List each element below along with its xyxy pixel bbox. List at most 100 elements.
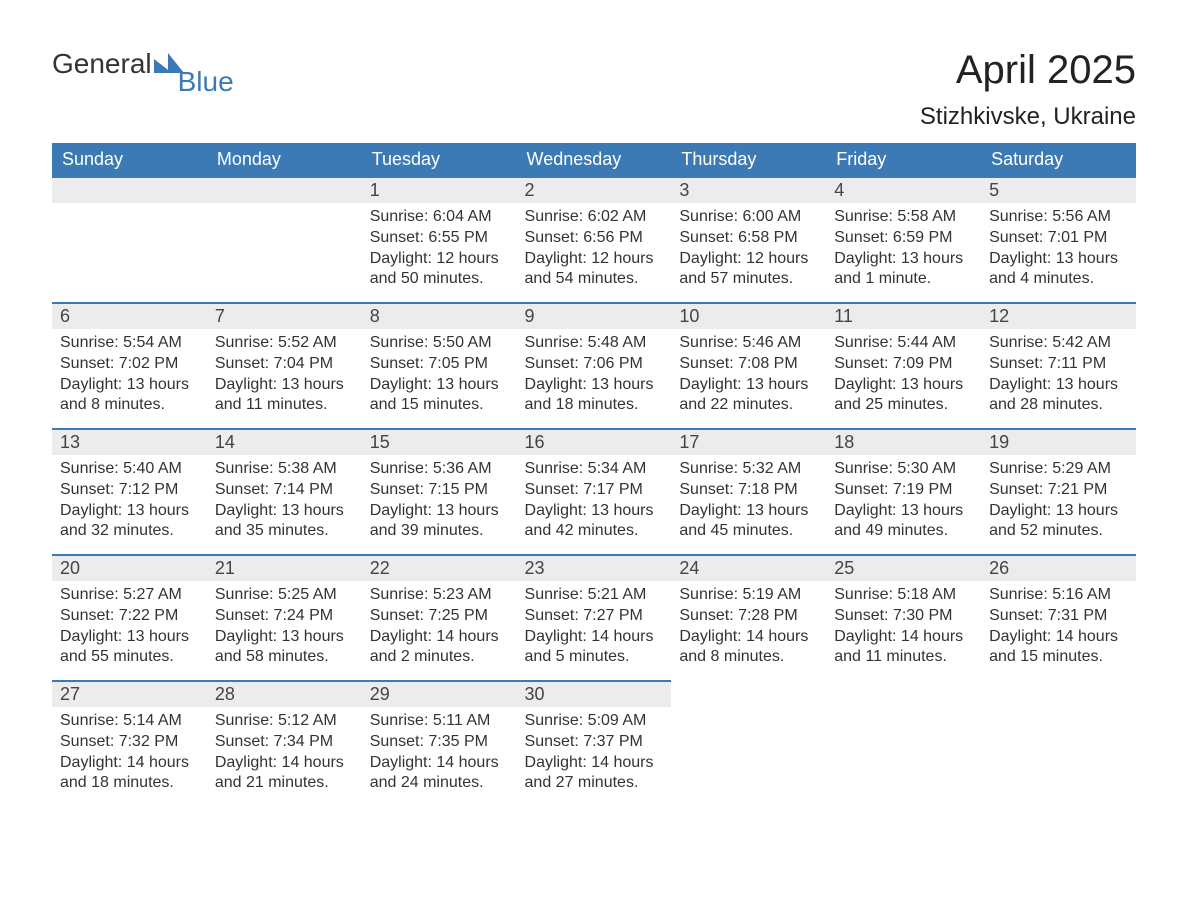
day-number-band-empty bbox=[207, 176, 362, 203]
sunrise-text: Sunrise: 5:52 AM bbox=[215, 333, 354, 354]
calendar-cell: 18Sunrise: 5:30 AMSunset: 7:19 PMDayligh… bbox=[826, 428, 981, 554]
day-details: Sunrise: 5:58 AMSunset: 6:59 PMDaylight:… bbox=[826, 203, 981, 298]
daylight-text: Daylight: 13 hours and 58 minutes. bbox=[215, 627, 354, 669]
day-number: 13 bbox=[52, 428, 207, 455]
sunset-text: Sunset: 7:17 PM bbox=[525, 480, 664, 501]
calendar-cell: 19Sunrise: 5:29 AMSunset: 7:21 PMDayligh… bbox=[981, 428, 1136, 554]
calendar-cell bbox=[826, 680, 981, 806]
daylight-text: Daylight: 12 hours and 50 minutes. bbox=[370, 249, 509, 291]
day-details: Sunrise: 5:34 AMSunset: 7:17 PMDaylight:… bbox=[517, 455, 672, 550]
calendar-cell: 11Sunrise: 5:44 AMSunset: 7:09 PMDayligh… bbox=[826, 302, 981, 428]
sunrise-text: Sunrise: 5:50 AM bbox=[370, 333, 509, 354]
sunset-text: Sunset: 7:37 PM bbox=[525, 732, 664, 753]
sunset-text: Sunset: 7:05 PM bbox=[370, 354, 509, 375]
day-number: 3 bbox=[671, 176, 826, 203]
sunrise-text: Sunrise: 5:14 AM bbox=[60, 711, 199, 732]
sunset-text: Sunset: 6:55 PM bbox=[370, 228, 509, 249]
calendar-cell: 3Sunrise: 6:00 AMSunset: 6:58 PMDaylight… bbox=[671, 176, 826, 302]
day-details: Sunrise: 5:30 AMSunset: 7:19 PMDaylight:… bbox=[826, 455, 981, 550]
sunset-text: Sunset: 6:58 PM bbox=[679, 228, 818, 249]
sunset-text: Sunset: 7:04 PM bbox=[215, 354, 354, 375]
day-details: Sunrise: 5:09 AMSunset: 7:37 PMDaylight:… bbox=[517, 707, 672, 802]
calendar-table: Sunday Monday Tuesday Wednesday Thursday… bbox=[52, 143, 1136, 806]
daylight-text: Daylight: 13 hours and 11 minutes. bbox=[215, 375, 354, 417]
calendar-cell: 30Sunrise: 5:09 AMSunset: 7:37 PMDayligh… bbox=[517, 680, 672, 806]
day-number: 19 bbox=[981, 428, 1136, 455]
day-number: 30 bbox=[517, 680, 672, 707]
daylight-text: Daylight: 14 hours and 8 minutes. bbox=[679, 627, 818, 669]
month-title: April 2025 bbox=[920, 48, 1136, 93]
calendar-cell: 7Sunrise: 5:52 AMSunset: 7:04 PMDaylight… bbox=[207, 302, 362, 428]
daylight-text: Daylight: 13 hours and 25 minutes. bbox=[834, 375, 973, 417]
day-header: Friday bbox=[826, 143, 981, 176]
logo: General Blue bbox=[52, 48, 242, 80]
day-number: 5 bbox=[981, 176, 1136, 203]
logo-text-general: General bbox=[52, 48, 152, 80]
logo-text-blue: Blue bbox=[178, 66, 234, 98]
day-header: Sunday bbox=[52, 143, 207, 176]
sunrise-text: Sunrise: 5:58 AM bbox=[834, 207, 973, 228]
sunrise-text: Sunrise: 5:12 AM bbox=[215, 711, 354, 732]
day-details: Sunrise: 5:29 AMSunset: 7:21 PMDaylight:… bbox=[981, 455, 1136, 550]
calendar-cell: 26Sunrise: 5:16 AMSunset: 7:31 PMDayligh… bbox=[981, 554, 1136, 680]
calendar-cell: 16Sunrise: 5:34 AMSunset: 7:17 PMDayligh… bbox=[517, 428, 672, 554]
sunrise-text: Sunrise: 5:18 AM bbox=[834, 585, 973, 606]
calendar-cell: 29Sunrise: 5:11 AMSunset: 7:35 PMDayligh… bbox=[362, 680, 517, 806]
sunset-text: Sunset: 7:22 PM bbox=[60, 606, 199, 627]
sunset-text: Sunset: 6:56 PM bbox=[525, 228, 664, 249]
sunrise-text: Sunrise: 5:25 AM bbox=[215, 585, 354, 606]
day-details: Sunrise: 5:32 AMSunset: 7:18 PMDaylight:… bbox=[671, 455, 826, 550]
daylight-text: Daylight: 13 hours and 1 minute. bbox=[834, 249, 973, 291]
day-number: 10 bbox=[671, 302, 826, 329]
daylight-text: Daylight: 13 hours and 39 minutes. bbox=[370, 501, 509, 543]
daylight-text: Daylight: 14 hours and 5 minutes. bbox=[525, 627, 664, 669]
day-number: 14 bbox=[207, 428, 362, 455]
day-number: 11 bbox=[826, 302, 981, 329]
day-number: 4 bbox=[826, 176, 981, 203]
sunrise-text: Sunrise: 5:48 AM bbox=[525, 333, 664, 354]
calendar-cell bbox=[671, 680, 826, 806]
calendar-week-row: 13Sunrise: 5:40 AMSunset: 7:12 PMDayligh… bbox=[52, 428, 1136, 554]
sunset-text: Sunset: 7:19 PM bbox=[834, 480, 973, 501]
sunrise-text: Sunrise: 5:29 AM bbox=[989, 459, 1128, 480]
sunrise-text: Sunrise: 5:42 AM bbox=[989, 333, 1128, 354]
daylight-text: Daylight: 13 hours and 49 minutes. bbox=[834, 501, 973, 543]
daylight-text: Daylight: 14 hours and 18 minutes. bbox=[60, 753, 199, 795]
calendar-cell: 21Sunrise: 5:25 AMSunset: 7:24 PMDayligh… bbox=[207, 554, 362, 680]
sunset-text: Sunset: 7:34 PM bbox=[215, 732, 354, 753]
day-details: Sunrise: 5:36 AMSunset: 7:15 PMDaylight:… bbox=[362, 455, 517, 550]
calendar-cell: 15Sunrise: 5:36 AMSunset: 7:15 PMDayligh… bbox=[362, 428, 517, 554]
day-details: Sunrise: 5:21 AMSunset: 7:27 PMDaylight:… bbox=[517, 581, 672, 676]
sunrise-text: Sunrise: 5:34 AM bbox=[525, 459, 664, 480]
sunset-text: Sunset: 7:18 PM bbox=[679, 480, 818, 501]
calendar-week-row: 1Sunrise: 6:04 AMSunset: 6:55 PMDaylight… bbox=[52, 176, 1136, 302]
day-header: Saturday bbox=[981, 143, 1136, 176]
sunset-text: Sunset: 7:09 PM bbox=[834, 354, 973, 375]
daylight-text: Daylight: 14 hours and 27 minutes. bbox=[525, 753, 664, 795]
day-details: Sunrise: 5:27 AMSunset: 7:22 PMDaylight:… bbox=[52, 581, 207, 676]
sunset-text: Sunset: 7:15 PM bbox=[370, 480, 509, 501]
day-header: Thursday bbox=[671, 143, 826, 176]
day-details: Sunrise: 6:02 AMSunset: 6:56 PMDaylight:… bbox=[517, 203, 672, 298]
calendar-cell: 28Sunrise: 5:12 AMSunset: 7:34 PMDayligh… bbox=[207, 680, 362, 806]
sunrise-text: Sunrise: 5:30 AM bbox=[834, 459, 973, 480]
daylight-text: Daylight: 13 hours and 42 minutes. bbox=[525, 501, 664, 543]
sunset-text: Sunset: 7:01 PM bbox=[989, 228, 1128, 249]
day-number: 6 bbox=[52, 302, 207, 329]
sunrise-text: Sunrise: 5:54 AM bbox=[60, 333, 199, 354]
sunrise-text: Sunrise: 6:00 AM bbox=[679, 207, 818, 228]
header: General Blue April 2025 Stizhkivske, Ukr… bbox=[52, 48, 1136, 131]
sunrise-text: Sunrise: 6:02 AM bbox=[525, 207, 664, 228]
day-number: 2 bbox=[517, 176, 672, 203]
day-details: Sunrise: 5:56 AMSunset: 7:01 PMDaylight:… bbox=[981, 203, 1136, 298]
sunset-text: Sunset: 7:31 PM bbox=[989, 606, 1128, 627]
day-details: Sunrise: 5:40 AMSunset: 7:12 PMDaylight:… bbox=[52, 455, 207, 550]
day-details: Sunrise: 5:14 AMSunset: 7:32 PMDaylight:… bbox=[52, 707, 207, 802]
day-number: 29 bbox=[362, 680, 517, 707]
calendar-cell: 2Sunrise: 6:02 AMSunset: 6:56 PMDaylight… bbox=[517, 176, 672, 302]
sunset-text: Sunset: 6:59 PM bbox=[834, 228, 973, 249]
calendar-cell: 27Sunrise: 5:14 AMSunset: 7:32 PMDayligh… bbox=[52, 680, 207, 806]
calendar-cell: 14Sunrise: 5:38 AMSunset: 7:14 PMDayligh… bbox=[207, 428, 362, 554]
daylight-text: Daylight: 13 hours and 35 minutes. bbox=[215, 501, 354, 543]
sunset-text: Sunset: 7:32 PM bbox=[60, 732, 199, 753]
